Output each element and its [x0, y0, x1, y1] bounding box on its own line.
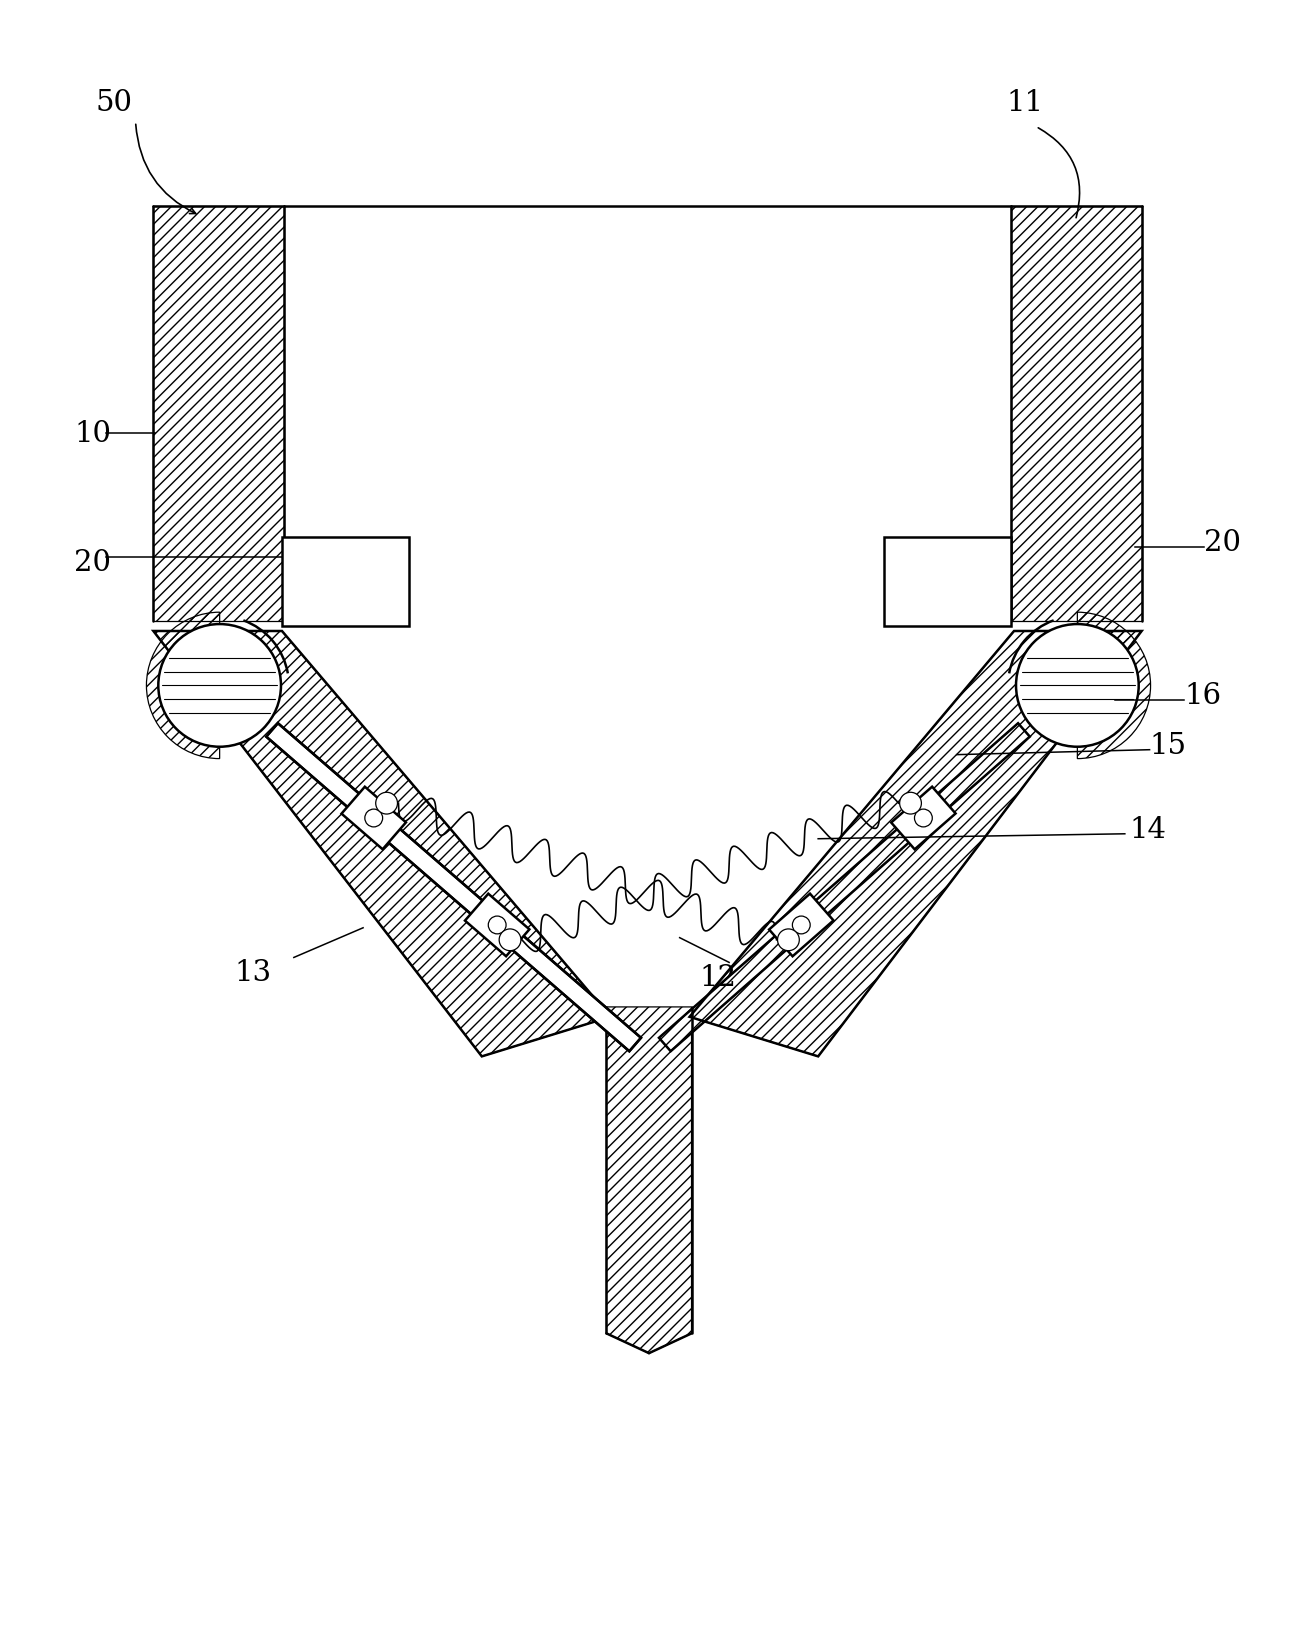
Text: 11: 11 — [1006, 88, 1043, 117]
Polygon shape — [891, 787, 956, 849]
Circle shape — [792, 916, 811, 934]
Circle shape — [488, 916, 506, 934]
Circle shape — [777, 929, 799, 950]
Text: 15: 15 — [1149, 732, 1187, 760]
Circle shape — [900, 792, 921, 815]
Text: 20: 20 — [74, 548, 112, 577]
Text: 16: 16 — [1184, 681, 1222, 709]
Polygon shape — [690, 631, 1141, 1056]
Polygon shape — [464, 895, 529, 957]
Polygon shape — [607, 1007, 691, 1353]
Circle shape — [158, 624, 281, 747]
Circle shape — [376, 792, 397, 815]
Polygon shape — [885, 538, 1012, 626]
Polygon shape — [1012, 207, 1141, 621]
Polygon shape — [281, 538, 409, 626]
Text: 14: 14 — [1130, 815, 1167, 843]
Circle shape — [1016, 624, 1139, 747]
Polygon shape — [341, 787, 406, 849]
Text: 20: 20 — [1204, 528, 1241, 556]
Polygon shape — [153, 207, 284, 621]
Circle shape — [914, 810, 933, 828]
Circle shape — [499, 929, 521, 950]
Text: 12: 12 — [699, 963, 737, 991]
Polygon shape — [659, 724, 1030, 1051]
Polygon shape — [153, 631, 611, 1056]
Circle shape — [364, 810, 383, 828]
Text: 50: 50 — [96, 88, 134, 117]
Text: 10: 10 — [74, 421, 112, 448]
Polygon shape — [266, 724, 641, 1051]
Text: 13: 13 — [235, 958, 271, 986]
Polygon shape — [769, 895, 834, 957]
